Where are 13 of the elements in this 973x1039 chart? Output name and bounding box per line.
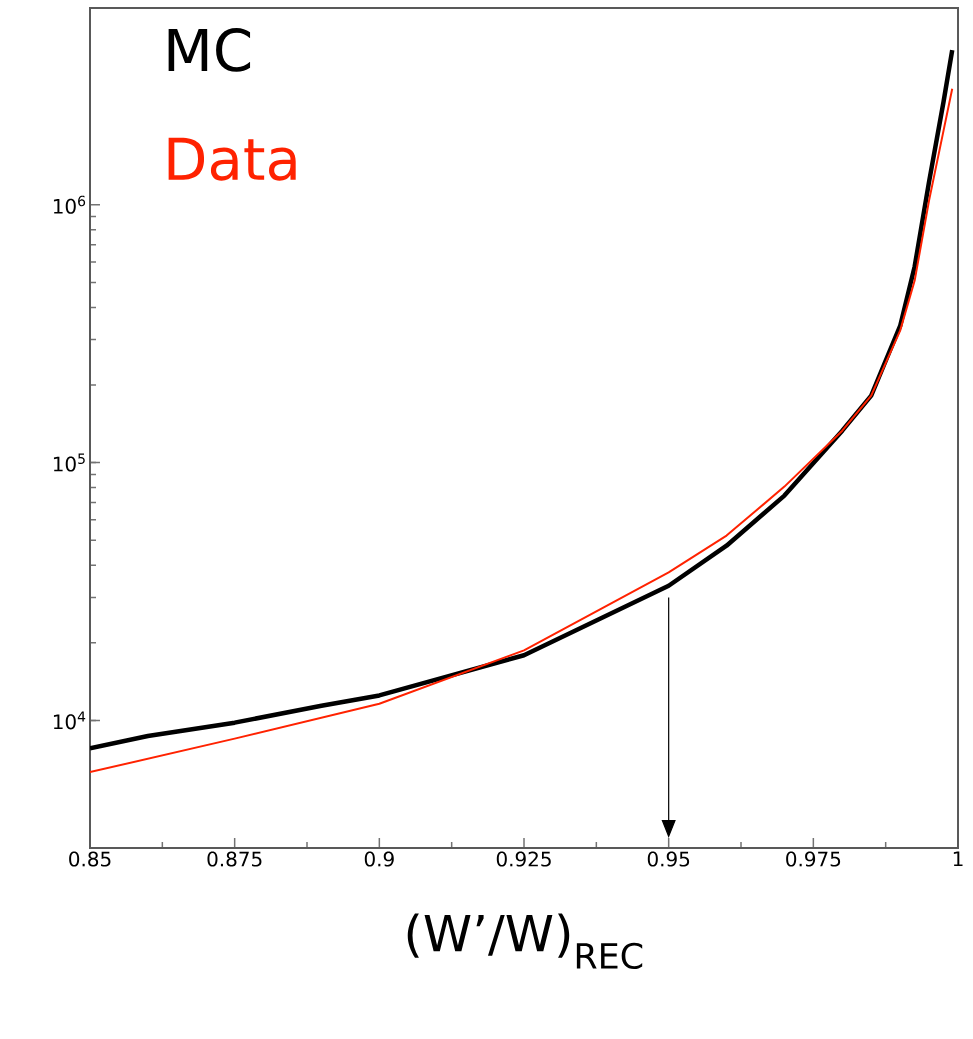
x-tick-label: 0.95: [647, 851, 690, 867]
y-tick-label: 10$^{5}$: [53, 453, 85, 472]
x-tick-label: 0.85: [69, 851, 111, 867]
x-tick-label: 0.975: [786, 851, 841, 867]
x-tick-label: 0.925: [496, 851, 551, 867]
x-tick-label: 1: [953, 851, 963, 867]
x-tick-label: 0.9: [364, 851, 394, 867]
x-axis-title: (W’/W)$_{REC}$: [407, 913, 643, 970]
text: MC: [168, 28, 251, 72]
y-tick-label: 10$^{4}$: [53, 711, 86, 730]
text: Data: [168, 137, 296, 181]
y-tick-label: 10$^{6}$: [53, 195, 86, 214]
x-tick-label: 0.875: [207, 851, 262, 867]
